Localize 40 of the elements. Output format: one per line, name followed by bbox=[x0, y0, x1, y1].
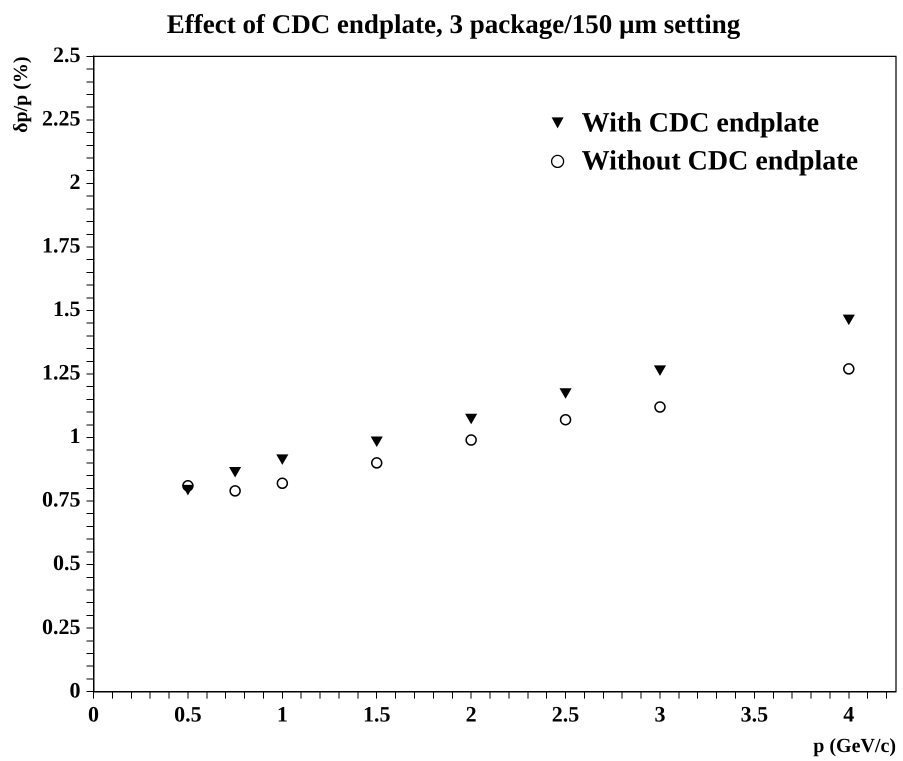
y-tick-label: 0 bbox=[70, 677, 80, 702]
point bbox=[654, 365, 666, 376]
point bbox=[465, 414, 477, 424]
y-tick-label: 1.5 bbox=[53, 296, 80, 322]
x-tick-label: 0.5 bbox=[174, 701, 202, 726]
point bbox=[229, 485, 241, 497]
y-tick-label: 1.75 bbox=[42, 232, 80, 258]
y-tick-label: 2.25 bbox=[42, 106, 80, 131]
y-tick-label: 1 bbox=[70, 423, 80, 448]
x-tick-label: 0 bbox=[88, 701, 99, 726]
point bbox=[843, 363, 855, 375]
x-tick-label: 1 bbox=[276, 701, 288, 726]
x-tick-label: 2.5 bbox=[552, 701, 580, 726]
point bbox=[276, 478, 288, 490]
y-tick-label: 2 bbox=[70, 169, 80, 194]
x-tick-label: 4 bbox=[843, 701, 854, 726]
point bbox=[371, 436, 382, 447]
y-axis-title: δp/p (%) bbox=[10, 56, 32, 133]
point bbox=[182, 484, 194, 495]
point bbox=[560, 388, 572, 398]
y-tick-label: 0.5 bbox=[53, 550, 80, 576]
y-tick-label: 0.25 bbox=[42, 614, 80, 639]
point bbox=[843, 314, 854, 325]
legend-label: Without CDC endplate bbox=[582, 146, 858, 177]
x-tick-label: 2 bbox=[466, 701, 477, 726]
point bbox=[229, 467, 241, 478]
point bbox=[560, 414, 572, 426]
legend-label: With CDC endplate bbox=[582, 108, 820, 139]
x-tick-label: 3.5 bbox=[740, 701, 768, 726]
point bbox=[654, 401, 666, 413]
x-tick-label: 3 bbox=[654, 701, 666, 726]
chart-title: Effect of CDC endplate, 3 package/150 µm setting bbox=[166, 9, 741, 40]
y-tick-label: 0.75 bbox=[42, 486, 80, 512]
point bbox=[465, 434, 477, 446]
x-tick-label: 1.5 bbox=[362, 701, 390, 726]
point bbox=[276, 454, 288, 464]
y-tick-label: 1.25 bbox=[42, 360, 80, 385]
x-axis-title: p (GeV/c) bbox=[813, 735, 896, 758]
y-tick-label: 2.5 bbox=[53, 42, 80, 68]
point bbox=[370, 457, 382, 469]
